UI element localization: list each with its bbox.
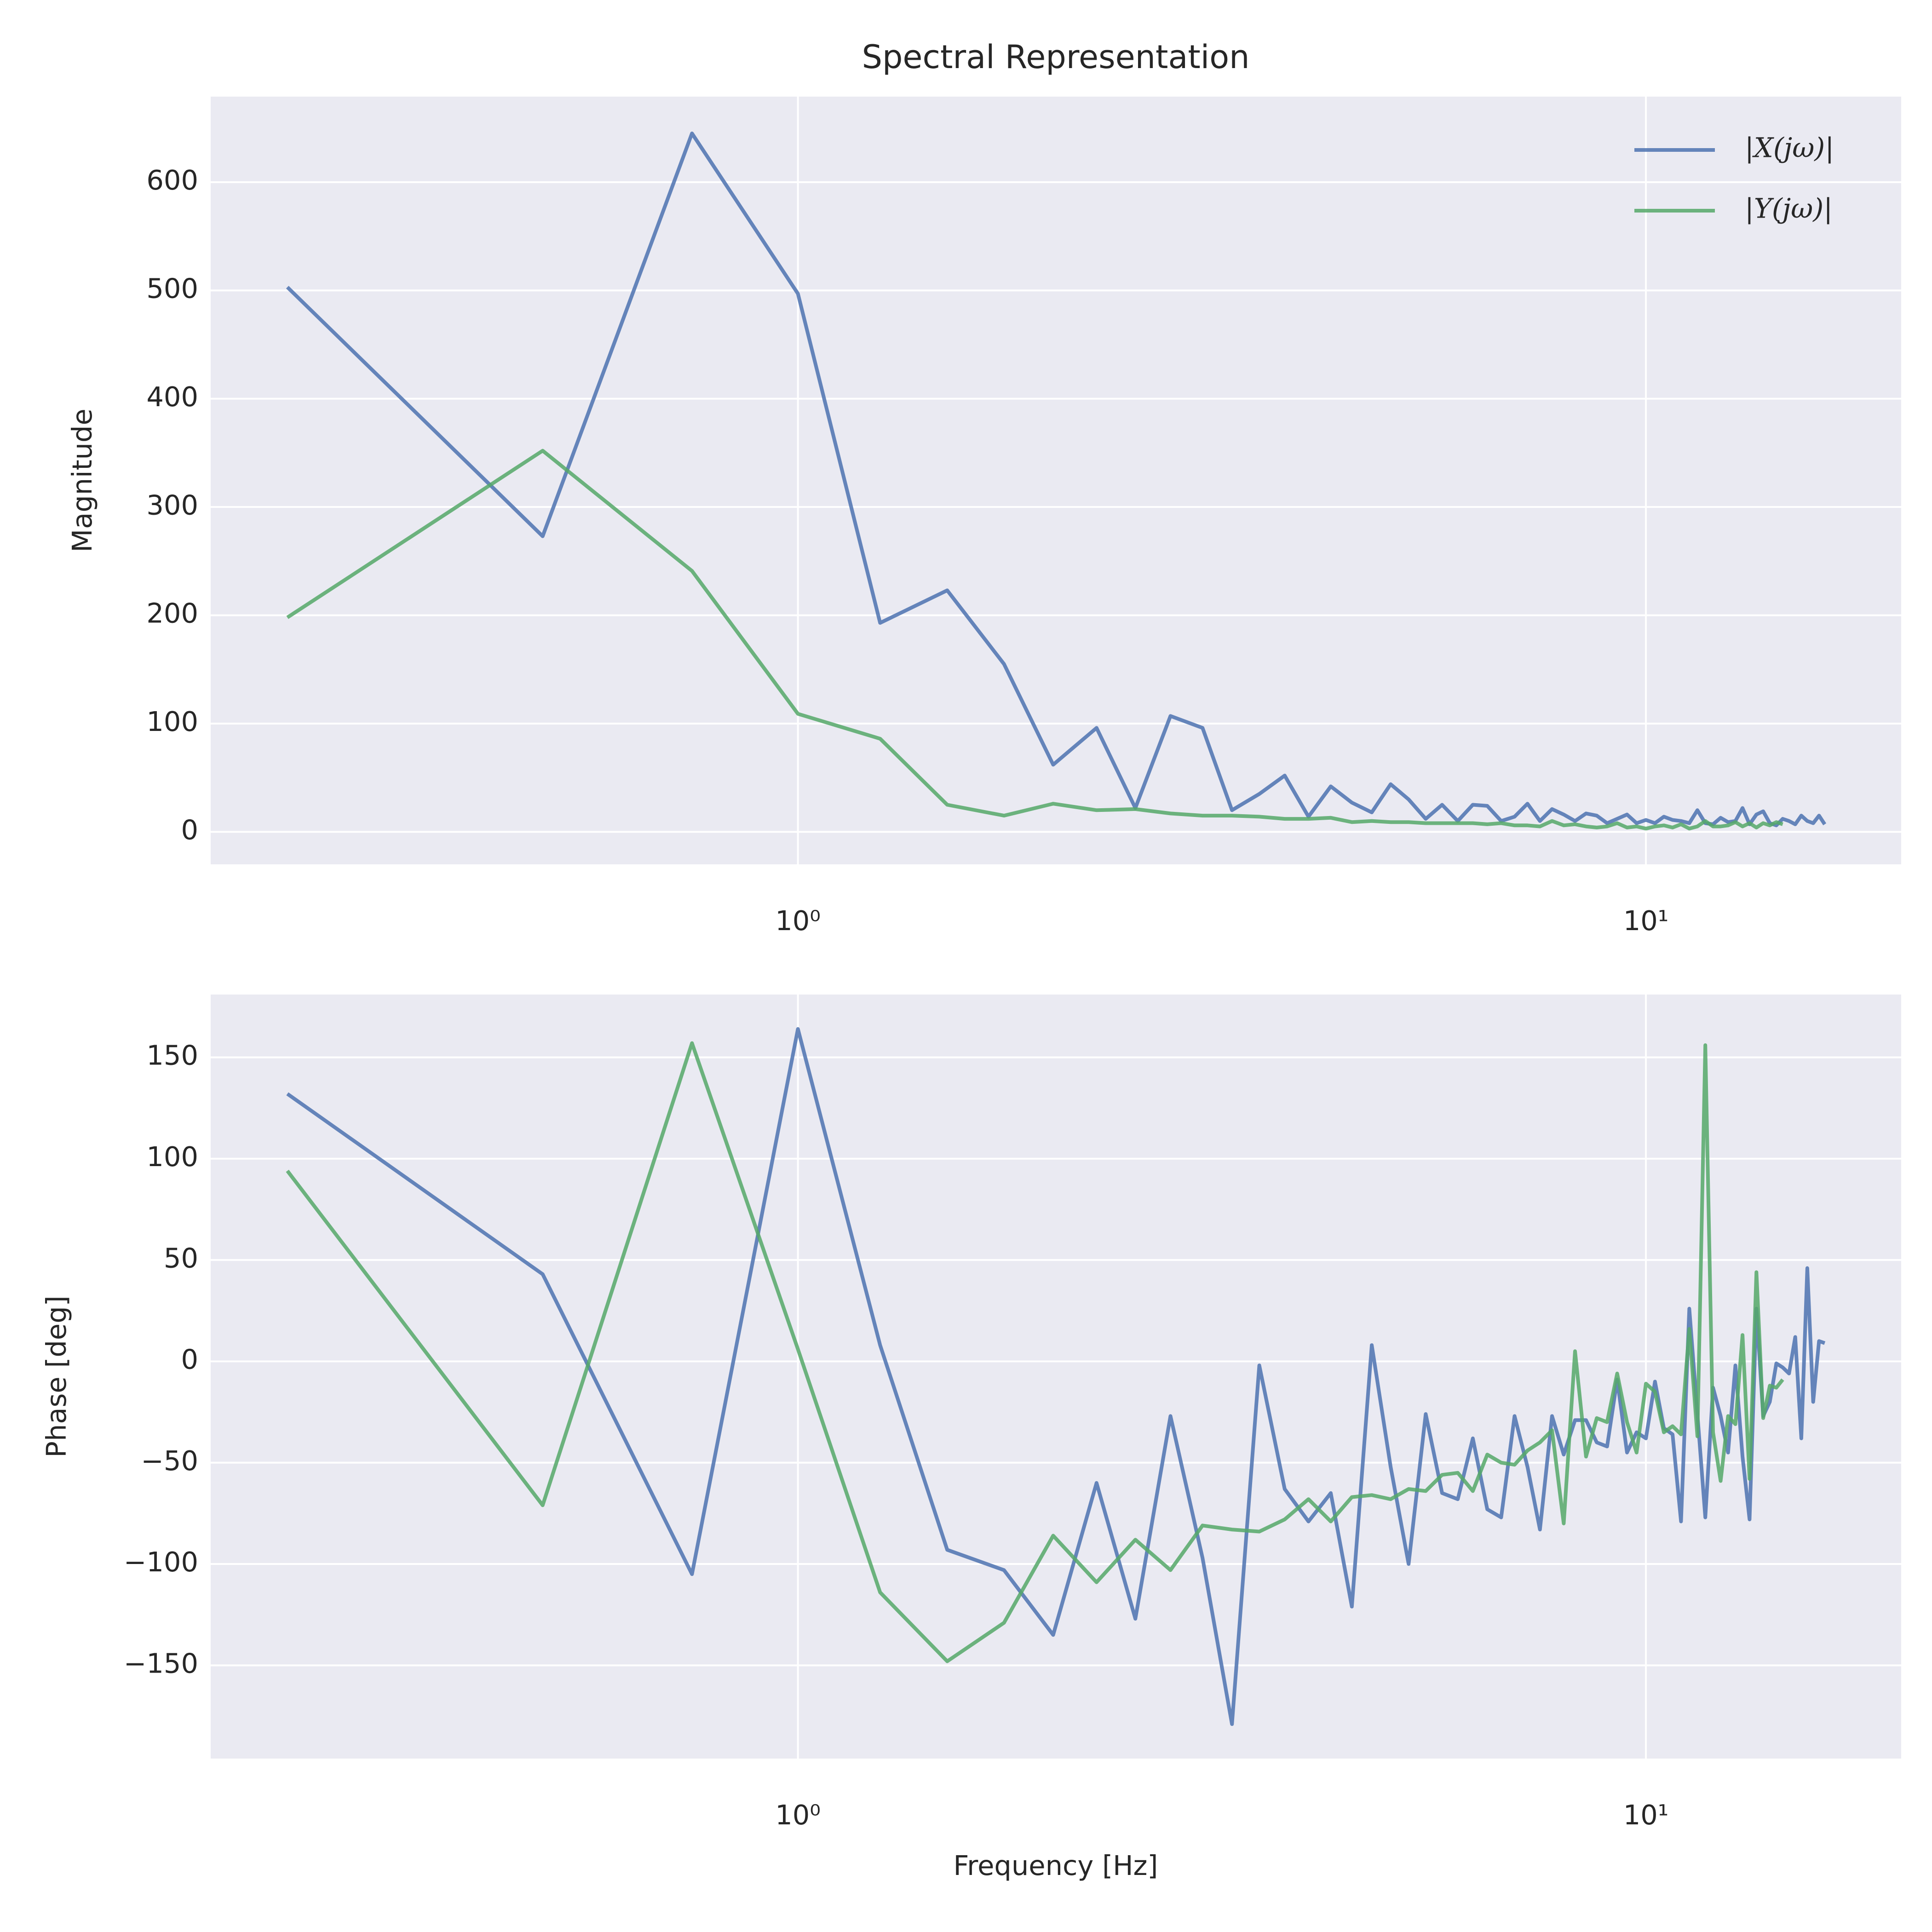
y-tick-label: 0 [181,814,198,845]
series-line [286,132,1827,828]
x-tick-label: 10¹ [1623,1799,1669,1831]
y-tick-label: 200 [146,598,198,629]
x-tick-label: 10⁰ [775,905,821,937]
series-line [286,1041,1784,1663]
series-line [286,448,1783,831]
y-axis-label: Phase [deg] [40,1295,72,1457]
plot-area [211,97,1901,864]
legend-label: |X(jω)| [1745,132,1834,164]
y-tick-label: −100 [124,1546,198,1578]
y-tick-label: −150 [124,1647,198,1679]
y-tick-label: 500 [146,272,198,304]
y-tick-label: 300 [146,489,198,521]
y-tick-label: 100 [146,1141,198,1173]
x-tick-label: 10⁰ [775,1799,821,1831]
y-tick-label: 100 [146,706,198,737]
y-axis-label: Magnitude [66,408,98,552]
y-tick-label: 400 [146,381,198,413]
plot-area [211,995,1901,1759]
x-tick-label: 10¹ [1623,905,1669,937]
chart-title: Spectral Representation [862,38,1250,76]
y-tick-label: 150 [146,1040,198,1071]
y-tick-label: 0 [181,1344,198,1375]
y-tick-label: 50 [164,1242,198,1274]
y-tick-label: 600 [146,164,198,196]
x-axis-label: Frequency [Hz] [954,1850,1158,1881]
legend-label: |Y(jω)| [1745,193,1833,224]
y-tick-label: −50 [141,1445,198,1477]
